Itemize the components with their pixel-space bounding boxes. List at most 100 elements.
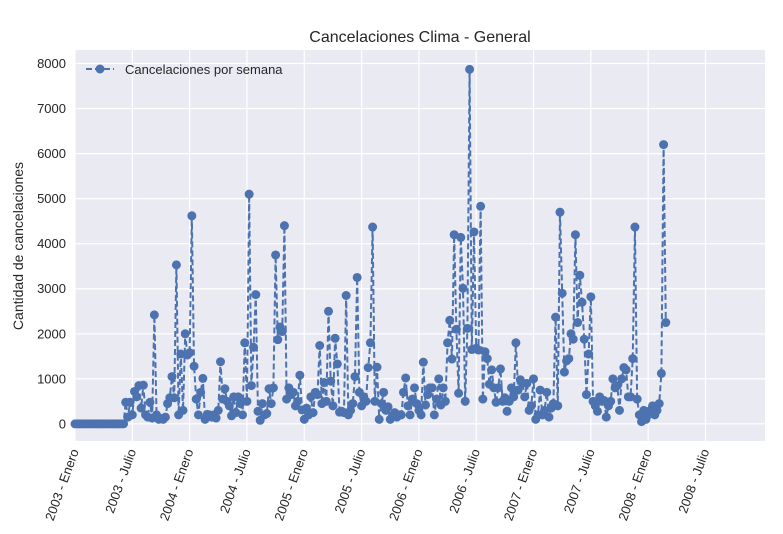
data-point — [240, 338, 250, 348]
data-point — [601, 412, 611, 422]
data-point — [612, 381, 622, 391]
data-point — [185, 348, 195, 358]
data-point — [348, 399, 358, 409]
data-point — [456, 232, 466, 242]
series-layer — [70, 64, 671, 429]
data-point — [341, 291, 351, 300]
data-point — [581, 390, 591, 400]
data-point — [262, 409, 272, 419]
y-tick-label: 3000 — [37, 281, 66, 296]
data-point — [606, 396, 616, 406]
data-point — [509, 392, 519, 402]
data-point — [476, 201, 486, 211]
data-point — [145, 397, 155, 407]
data-point — [418, 357, 428, 367]
data-point — [454, 388, 464, 398]
data-point — [191, 394, 201, 404]
data-point — [656, 368, 666, 378]
y-tick-label: 6000 — [37, 146, 66, 161]
data-point — [482, 354, 492, 364]
data-point — [416, 410, 426, 420]
data-point — [659, 140, 669, 150]
data-point — [412, 399, 422, 409]
data-point — [398, 387, 408, 397]
data-point — [577, 297, 587, 307]
data-point — [288, 387, 298, 397]
data-point — [522, 378, 532, 388]
data-point — [555, 207, 565, 217]
data-point — [421, 400, 431, 410]
data-point — [568, 334, 578, 344]
y-axis-title: Cantidad de cancelaciones — [10, 162, 26, 330]
data-point — [244, 189, 254, 199]
legend-label: Cancelaciones por semana — [125, 62, 283, 77]
data-point — [403, 401, 413, 411]
data-point — [374, 414, 384, 424]
data-point — [465, 64, 475, 74]
data-point — [628, 354, 638, 364]
y-tick-label: 4000 — [37, 236, 66, 251]
x-tick-labels: 2003 - Enero 2003 - Julio 2004 - Enero 2004… — [42, 447, 712, 523]
data-point — [233, 392, 243, 402]
data-point — [246, 381, 256, 391]
data-point — [544, 412, 554, 422]
x-tick-label: 2004 - Enero — [157, 447, 197, 523]
data-point — [564, 354, 574, 364]
legend-marker — [95, 64, 105, 74]
data-point — [372, 362, 382, 372]
data-point — [350, 372, 360, 382]
data-point — [257, 399, 267, 409]
x-tick-label: 2007 - Enero — [501, 447, 541, 523]
data-point — [127, 410, 137, 420]
data-point — [460, 396, 470, 406]
y-tick-label: 5000 — [37, 191, 66, 206]
data-point — [443, 338, 453, 348]
x-tick-label: 2005 - Enero — [271, 447, 311, 523]
data-point — [409, 383, 419, 393]
data-point — [326, 376, 336, 386]
data-point — [308, 408, 318, 418]
data-point — [511, 338, 521, 348]
x-tick-label: 2007 - Julio — [561, 447, 598, 515]
data-point — [396, 410, 406, 420]
data-point — [279, 221, 289, 231]
data-point — [621, 365, 631, 375]
y-tick-labels: 0 1000 2000 3000 4000 5000 6000 7000 8000 — [37, 56, 66, 431]
data-point — [427, 383, 437, 393]
data-point — [149, 310, 159, 320]
data-point — [579, 334, 589, 344]
data-point — [253, 406, 263, 416]
data-point — [268, 383, 278, 393]
data-point — [502, 406, 512, 416]
data-point — [451, 324, 461, 334]
y-tick-label: 2000 — [37, 326, 66, 341]
data-point — [328, 401, 338, 411]
data-point — [301, 403, 311, 413]
data-point — [171, 260, 181, 270]
data-point — [445, 315, 455, 325]
x-tick-label: 2006 - Julio — [446, 447, 483, 515]
data-point — [652, 405, 662, 415]
data-point — [251, 290, 261, 300]
data-point — [277, 327, 287, 337]
data-point — [526, 401, 536, 411]
data-point — [119, 419, 128, 429]
data-point — [401, 373, 411, 383]
data-point — [491, 397, 501, 407]
data-point — [495, 364, 505, 374]
x-tick-label: 2004 - Julio — [217, 447, 254, 515]
data-point — [551, 312, 561, 322]
data-point — [198, 373, 208, 383]
data-point — [405, 410, 415, 420]
data-point — [630, 222, 640, 232]
data-point — [216, 357, 225, 367]
y-tick-label: 8000 — [37, 56, 66, 71]
data-point — [493, 383, 503, 393]
data-point — [266, 399, 276, 409]
data-point — [447, 354, 457, 364]
data-point — [458, 283, 468, 293]
data-point — [312, 390, 322, 400]
data-point — [608, 374, 618, 384]
data-point — [520, 392, 530, 402]
